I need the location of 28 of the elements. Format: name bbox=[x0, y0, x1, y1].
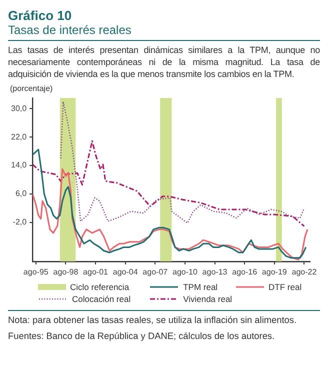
x-tick-label: ago-04 bbox=[112, 267, 138, 276]
y-tick-label: 6,0 bbox=[15, 189, 28, 198]
y-tick-label: 30,0 bbox=[10, 104, 28, 113]
x-tick-label: ago-10 bbox=[172, 267, 198, 276]
x-tick-label: ago-98 bbox=[53, 267, 79, 276]
x-tick-label: ago-01 bbox=[83, 267, 109, 276]
x-tick-label: ago-19 bbox=[262, 267, 288, 276]
source-note: Fuentes: Banco de la República y DANE; cálculos de los autores. bbox=[8, 331, 276, 342]
legend-label: TPM real bbox=[183, 282, 218, 292]
text: Nota: para obtener las tasas reales, se utiliza la inflación sin alimentos. bbox=[8, 315, 298, 326]
y-tick-label: 14,0 bbox=[10, 160, 28, 170]
legend-label: Vivienda real bbox=[183, 294, 232, 304]
y-axis-title: (porcentaje) bbox=[10, 84, 54, 94]
y-tick-label: 22,0 bbox=[10, 132, 28, 142]
x-tick-label: ago-13 bbox=[202, 267, 228, 276]
line-series bbox=[60, 100, 305, 224]
chart-title: Gráfico 10 bbox=[8, 8, 73, 23]
x-tick-label: ago-16 bbox=[232, 267, 258, 276]
legend-label: DTF real bbox=[268, 282, 302, 292]
chart-subtitle: Tasas de interés reales bbox=[8, 23, 320, 41]
y-tick-label: -2,0 bbox=[12, 218, 28, 227]
line-series bbox=[32, 140, 305, 227]
text: Las tasas de interés presentan dinámicas similares a la TPM, aunque no necesariamente contemporáneas ni de la misma magnitud. La tasa de adquisición de vivienda es la que menos transmite los cambios en la TPM. bbox=[8, 44, 320, 80]
x-tick-label: ago-95 bbox=[23, 267, 49, 276]
legend-label: Colocación real bbox=[72, 294, 131, 304]
x-tick-label: ago-22 bbox=[292, 267, 318, 276]
x-tick-label: ago-07 bbox=[142, 267, 168, 276]
legend-label: Ciclo referencia bbox=[70, 282, 130, 292]
